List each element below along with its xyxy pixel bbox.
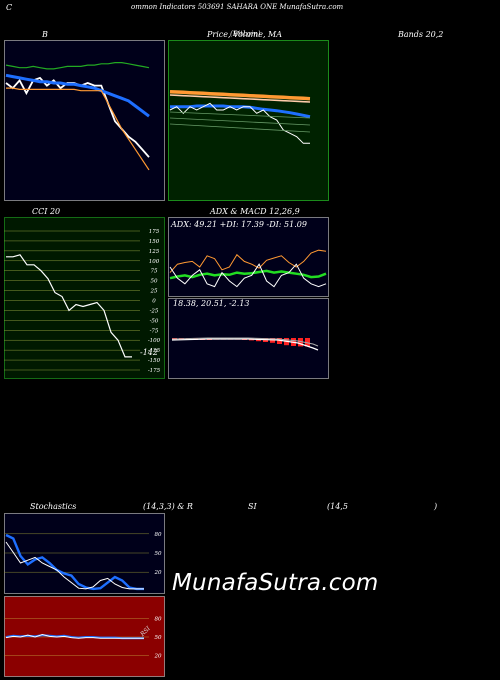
rsi-chart: 80 50 20 xyxy=(4,596,165,677)
price-ma-series-2 xyxy=(170,104,311,119)
macd-bar xyxy=(298,338,303,347)
adx-values: ADX: 49.21 +DI: 17.39 -DI: 51.09 xyxy=(171,220,307,229)
macd-bar xyxy=(305,338,310,347)
cci-tick-label: 50 xyxy=(151,279,158,285)
watermark: MunafaSutra.com xyxy=(172,570,379,596)
bollinger-series-2 xyxy=(5,62,150,70)
rsi-tick-label: 20 xyxy=(154,654,162,660)
bands-label: Bands 20,2 xyxy=(398,30,444,39)
cci-tick-label: 75 xyxy=(151,269,158,275)
price-ma-label: Price, Volume, MA xyxy=(207,30,283,39)
price-ma-guide-0 xyxy=(169,111,311,119)
adx-series-2 xyxy=(169,263,327,288)
macd-line xyxy=(171,338,319,351)
cci-tick-label: -175 xyxy=(148,368,161,374)
price-ma-guide-2 xyxy=(169,123,311,133)
bollinger-series-1 xyxy=(5,73,150,118)
rsi-tick-label: 50 xyxy=(155,635,162,641)
cci-last-value: -142 xyxy=(140,348,158,357)
cci-tick-label: 175 xyxy=(149,229,160,235)
rsi-tick-label: 80 xyxy=(155,616,162,622)
header-title: ommon Indicators 503691 SAHARA ONE Munaf… xyxy=(131,3,344,11)
stoch-tick-label: 20 xyxy=(154,570,162,576)
cci-tick-label: -75 xyxy=(150,328,159,334)
cci-tick-label: -100 xyxy=(148,338,161,344)
macd-values: 18.38, 20.51, -2.13 xyxy=(173,299,250,308)
adx-macd-label: ADX & MACD 12,26,9 xyxy=(210,207,300,216)
cci-tick-label: -125 xyxy=(148,348,161,354)
rsi-params: (14,5 xyxy=(327,502,348,511)
cci-chart: 175 150 125 100 75 50 25 0 -25 -50 -75 -100 -125 -150… xyxy=(4,217,165,379)
rsi-close: ) xyxy=(434,502,438,511)
cci-tick-label: 125 xyxy=(149,249,160,255)
cci-tick-label: -25 xyxy=(150,308,159,314)
header-c: C xyxy=(6,3,13,12)
bollinger-chart xyxy=(4,40,165,201)
price-overlay-label: (Bitcoin) xyxy=(230,30,261,38)
price-ma-guide-1 xyxy=(169,117,311,126)
stoch-series-0 xyxy=(5,533,144,591)
price-ma-series-1 xyxy=(169,94,311,103)
adx-series-1 xyxy=(169,249,327,273)
adx-series-0 xyxy=(169,269,327,280)
cci-tick-label: 0 xyxy=(152,299,156,305)
stochastics-chart: 80 50 20 xyxy=(4,513,165,594)
adx-chart xyxy=(168,217,329,297)
macd-chart xyxy=(168,298,329,379)
cci-label: CCI 20 xyxy=(32,207,61,216)
cci-tick-label: -50 xyxy=(150,318,159,324)
bollinger-label: B xyxy=(42,30,48,39)
cci-series-0 xyxy=(6,254,132,358)
price-ma-series-3 xyxy=(169,102,310,144)
cci-tick-label: -150 xyxy=(148,358,161,364)
rsi-series-1 xyxy=(5,633,144,639)
stoch-tick-label: 50 xyxy=(155,551,162,557)
macd-bar xyxy=(277,338,282,344)
macd-signal-line xyxy=(171,337,319,347)
bollinger-series-3 xyxy=(6,87,150,171)
cci-tick-label: 25 xyxy=(150,289,158,295)
stoch-tick-label: 80 xyxy=(155,532,162,538)
stochastics-params: (14,3,3) & R xyxy=(143,502,193,511)
price-ma-chart xyxy=(168,40,329,201)
cci-tick-label: 100 xyxy=(149,259,160,265)
rsi-label: SI xyxy=(248,502,257,511)
price-ma-series-0 xyxy=(169,89,311,101)
cci-tick-label: 150 xyxy=(149,239,160,245)
stochastics-label: Stochastics xyxy=(30,502,77,511)
stoch-series-1 xyxy=(5,541,144,590)
